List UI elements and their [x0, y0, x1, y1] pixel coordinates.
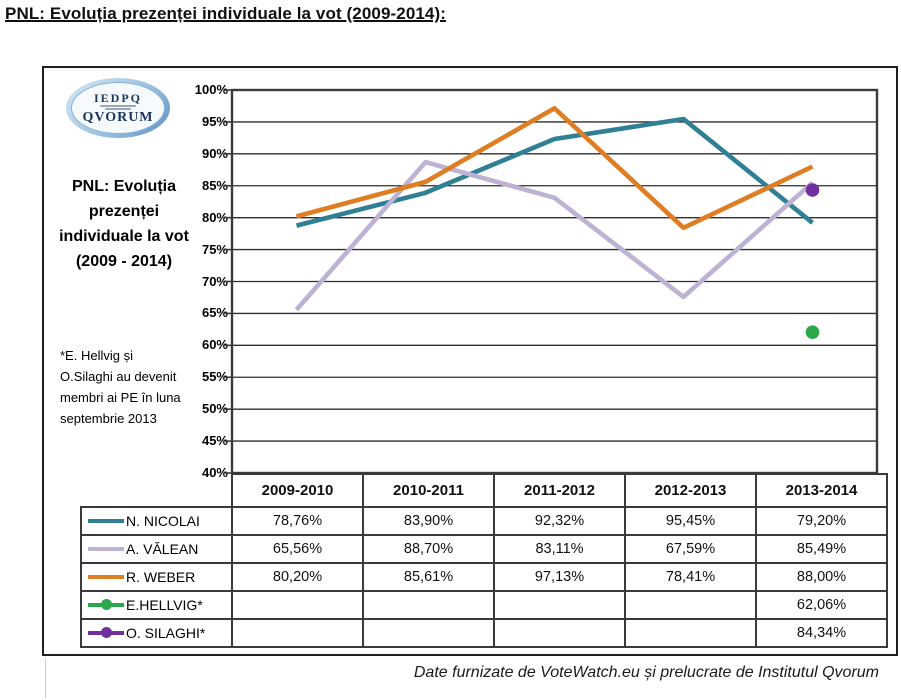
value-cell: 84,34%: [755, 618, 888, 648]
value-cell: 83,90%: [362, 506, 495, 536]
legend-cell: A. VĂLEAN: [80, 534, 233, 564]
logo-iedpq-text: IEDPQ: [93, 90, 142, 105]
page-title: PNL: Evoluția prezenței individuale la v…: [5, 4, 447, 23]
table-body: N. NICOLAI 78,76% 83,90% 92,32% 95,45% 79,20%…: [80, 506, 888, 648]
source-attribution: Date furnizate de VoteWatch.eu și preluc…: [413, 664, 879, 681]
value-cell: 62,06%: [755, 590, 888, 620]
legend-label: E.HELLVIG*: [126, 597, 203, 613]
column-header: 2009-2010: [231, 473, 364, 508]
value-cell: 88,70%: [362, 534, 495, 564]
value-cell: 78,41%: [624, 562, 757, 592]
y-tick-label: 55%: [201, 369, 228, 385]
value-cell: [231, 590, 364, 620]
legend-swatch: [88, 575, 124, 579]
figure-frame: IEDPQ QVORUM PNL: Evoluția prezenței ind…: [42, 66, 898, 656]
value-cell: 95,45%: [624, 506, 757, 536]
logo-decorative-bar: [100, 104, 136, 107]
table-header-row: 2009-2010 2010-2011 2011-2012 2012-2013 2013…: [81, 473, 888, 508]
legend-label: O. SILAGHI*: [126, 625, 206, 641]
legend-cell: N. NICOLAI: [80, 506, 233, 536]
legend-label: N. NICOLAI: [126, 513, 200, 529]
value-cell: 79,20%: [755, 506, 888, 536]
value-cell: [362, 618, 495, 648]
series-line-a-v-lean: [294, 159, 815, 312]
y-tick-label: 45%: [201, 433, 228, 449]
column-header: 2013-2014: [755, 473, 888, 508]
chart-footnote: *E. Hellvig și O.Silaghi au devenit memb…: [60, 348, 181, 426]
table-row: N. NICOLAI 78,76% 83,90% 92,32% 95,45% 79,20%: [80, 506, 888, 536]
value-cell: 85,61%: [362, 562, 495, 592]
page-divider-tick: [45, 658, 46, 698]
legend-header-spacer: [81, 474, 232, 507]
value-cell: 80,20%: [231, 562, 364, 592]
table-row: A. VĂLEAN 65,56% 88,70% 83,11% 67,59% 85,49%: [80, 534, 888, 564]
value-cell: 88,00%: [755, 562, 888, 592]
y-tick-label: 90%: [201, 145, 228, 161]
table-header: 2009-2010 2010-2011 2011-2012 2012-2013 2013…: [81, 473, 888, 508]
legend-label: A. VĂLEAN: [126, 541, 199, 557]
table-row: R. WEBER 80,20% 85,61% 97,13% 78,41% 88,00%: [80, 562, 888, 592]
y-tick-label: 70%: [201, 273, 228, 289]
series-marker-o-silaghi: [805, 183, 820, 197]
legend-swatch: [88, 547, 124, 551]
y-tick-label: 75%: [201, 241, 228, 257]
plot-border: [230, 88, 879, 475]
y-tick-label: 50%: [201, 401, 228, 417]
value-cell: 83,11%: [493, 534, 626, 564]
series-line-n-nicolai: [295, 116, 814, 228]
y-tick-label: 60%: [201, 337, 228, 353]
value-cell: [493, 590, 626, 620]
series-marker-e-hellvig: [805, 325, 820, 339]
table-row: O. SILAGHI* 84,34%: [80, 618, 888, 648]
value-cell: [231, 618, 364, 648]
value-cell: 78,76%: [231, 506, 364, 536]
y-tick-label: 85%: [201, 177, 228, 193]
column-header: 2011-2012: [493, 473, 626, 508]
y-tick-label: 95%: [201, 113, 228, 129]
legend-cell: R. WEBER: [80, 562, 233, 592]
legend-cell: E.HELLVIG*: [80, 590, 233, 620]
legend-swatch: [88, 627, 124, 638]
line-chart: [225, 88, 879, 475]
table-row: E.HELLVIG* 62,06%: [80, 590, 888, 620]
y-tick-label: 80%: [201, 209, 228, 225]
data-table: 2009-2010 2010-2011 2011-2012 2012-2013 2013…: [80, 473, 888, 648]
legend-marker-dot: [101, 627, 112, 638]
legend-swatch: [88, 519, 124, 523]
value-cell: [362, 590, 495, 620]
legend-cell: O. SILAGHI*: [80, 618, 233, 648]
logo-qvorum-text: QVORUM: [82, 109, 154, 125]
value-cell: 85,49%: [755, 534, 888, 564]
qvorum-logo-inner: IEDPQ QVORUM: [71, 82, 165, 134]
legend-marker-dot: [101, 599, 112, 610]
y-tick-label: 65%: [201, 305, 228, 321]
legend-swatch: [88, 599, 124, 610]
y-tick-label: 40%: [201, 465, 228, 480]
chart-title: PNL: Evoluția prezenței individuale la v…: [59, 178, 189, 270]
value-cell: [624, 590, 757, 620]
value-cell: 65,56%: [231, 534, 364, 564]
series-line-r-weber: [295, 105, 814, 231]
value-cell: [624, 618, 757, 648]
value-cell: [493, 618, 626, 648]
y-tick-label: 100%: [194, 82, 228, 97]
y-axis: 100% 95% 90% 85% 80% 75% 70% 65% 60% 55% 50% 45% 40%: [44, 68, 228, 654]
legend-label: R. WEBER: [126, 569, 196, 585]
logo-decorative-bar: [105, 107, 131, 110]
value-cell: 97,13%: [493, 562, 626, 592]
value-cell: 67,59%: [624, 534, 757, 564]
value-cell: 92,32%: [493, 506, 626, 536]
column-header: 2010-2011: [362, 473, 495, 508]
column-header: 2012-2013: [624, 473, 757, 508]
qvorum-logo: IEDPQ QVORUM: [66, 78, 170, 138]
